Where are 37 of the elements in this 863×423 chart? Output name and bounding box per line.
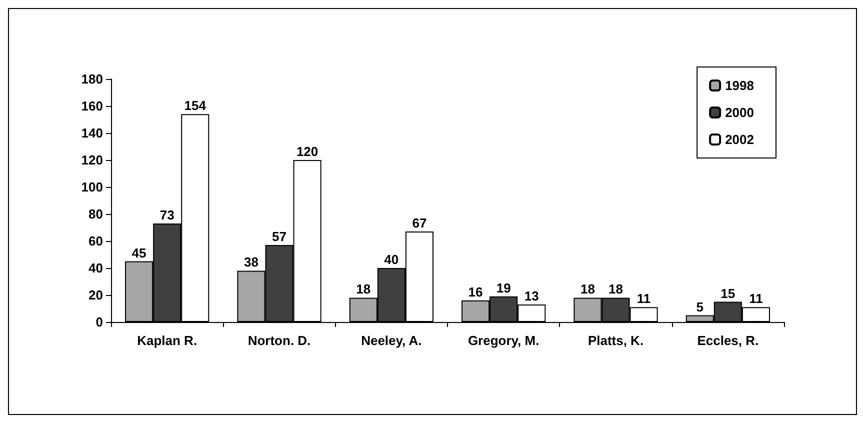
data-label: 120 [296, 144, 318, 159]
data-label: 40 [384, 252, 399, 267]
data-label: 15 [720, 286, 736, 301]
y-tick-label: 60 [88, 234, 103, 248]
x-tick-label: Kaplan R. [137, 333, 198, 348]
y-tick-label: 140 [81, 126, 103, 140]
y-tick-label: 40 [88, 260, 103, 276]
data-label: 73 [160, 207, 174, 222]
data-label: 13 [524, 288, 539, 304]
data-label: 18 [608, 282, 623, 297]
data-label: 38 [244, 254, 258, 270]
data-label: 19 [496, 280, 511, 296]
data-label: 67 [412, 216, 427, 231]
y-tick-label: 0 [96, 314, 103, 330]
data-label: 154 [184, 98, 207, 114]
data-label: 11 [749, 291, 763, 306]
x-tick-label: Norton. D. [248, 333, 311, 348]
x-tick-label: Eccles, R. [697, 333, 759, 348]
legend-label: 2002 [725, 132, 754, 147]
data-label: 57 [272, 229, 286, 244]
x-tick-label: Platts, K. [588, 333, 644, 348]
y-tick-label: 120 [81, 152, 103, 168]
legend-label: 1998 [725, 78, 754, 93]
x-tick-label: Gregory, M. [468, 333, 540, 348]
y-tick-label: 160 [81, 98, 103, 114]
legend-label: 2000 [725, 105, 754, 120]
data-label: 16 [468, 284, 483, 300]
data-label: 18 [356, 282, 371, 297]
y-tick-label: 80 [88, 206, 103, 222]
data-label: 45 [132, 245, 146, 260]
data-label: 18 [580, 282, 595, 297]
y-tick-label: 180 [81, 72, 103, 86]
y-tick-label: 100 [81, 180, 103, 194]
x-tick-label: Neeley, A. [361, 333, 422, 348]
y-tick-label: 20 [88, 288, 103, 302]
data-label: 11 [636, 291, 651, 306]
data-label: 5 [696, 299, 704, 314]
